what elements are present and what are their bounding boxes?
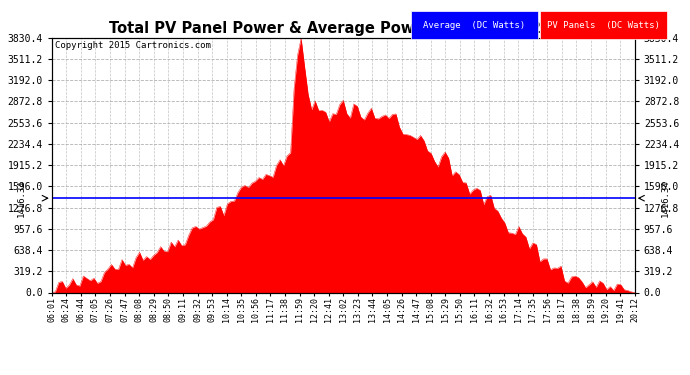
Title: Total PV Panel Power & Average Power Sun Aug 2  20:25: Total PV Panel Power & Average Power Sun…: [109, 21, 578, 36]
Text: Copyright 2015 Cartronics.com: Copyright 2015 Cartronics.com: [55, 41, 210, 50]
Text: 1416.34: 1416.34: [17, 179, 26, 217]
Text: 1416.34: 1416.34: [661, 179, 670, 217]
Text: PV Panels  (DC Watts): PV Panels (DC Watts): [547, 21, 660, 30]
Text: Average  (DC Watts): Average (DC Watts): [423, 21, 526, 30]
